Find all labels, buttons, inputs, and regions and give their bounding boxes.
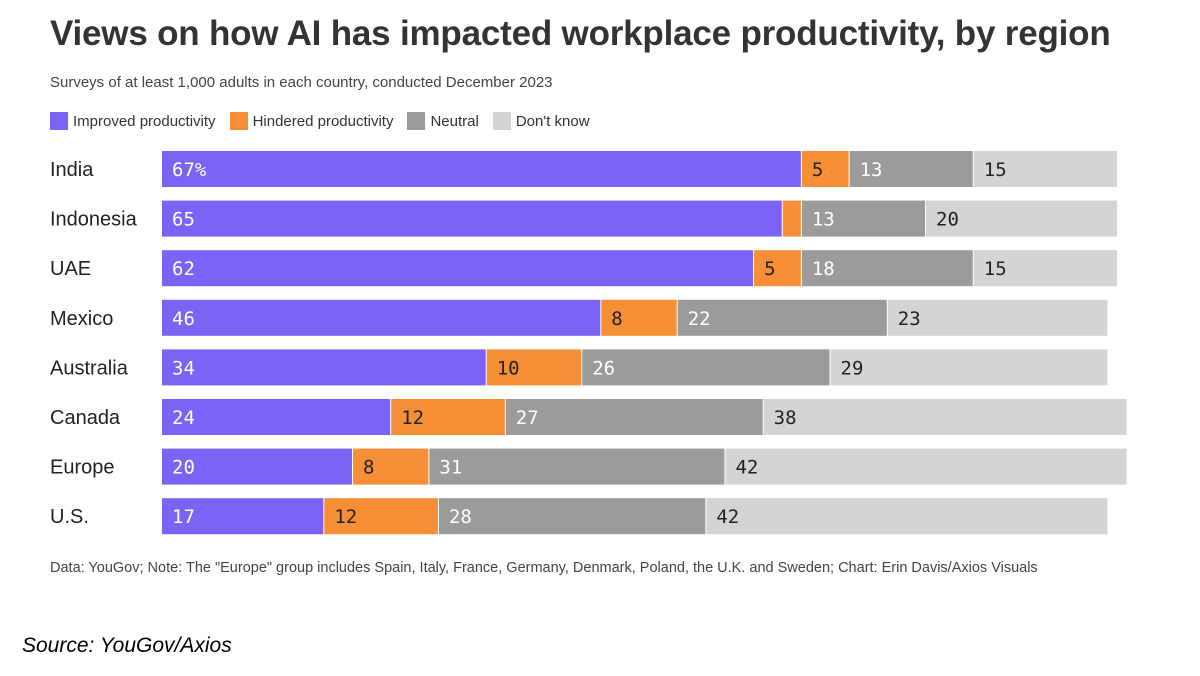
value-label-europe-series-2: 31 — [439, 457, 462, 479]
bar-mexico-series-1 — [601, 299, 677, 336]
legend-swatch-dont-know — [492, 112, 511, 130]
category-label-europe: Europe — [50, 457, 115, 479]
chart-footnote: Data: YouGov; Note: The "Europe" group i… — [50, 560, 1038, 576]
category-label-india: India — [50, 159, 94, 181]
bar-indonesia-series-1 — [782, 200, 801, 237]
bar-mexico-series-2 — [677, 299, 887, 336]
value-label-europe-series-3: 42 — [735, 457, 758, 479]
value-label-australia-series-2: 26 — [592, 357, 615, 379]
legend-label-dont-know: Don't know — [515, 112, 590, 130]
value-label-europe-series-0: 20 — [172, 457, 195, 479]
value-label-u-s-series-2: 28 — [449, 506, 472, 528]
bar-australia-series-3 — [830, 349, 1108, 386]
bar-u-s-series-2 — [438, 498, 706, 535]
bar-australia-series-2 — [582, 349, 830, 386]
bar-europe-series-3 — [725, 448, 1127, 485]
value-label-indonesia-series-2: 13 — [812, 209, 835, 231]
category-label-uae: UAE — [50, 258, 91, 280]
bar-australia-series-1 — [486, 349, 582, 386]
bar-europe-series-2 — [429, 448, 725, 485]
legend-swatch-hindered — [229, 112, 248, 130]
category-label-mexico: Mexico — [50, 308, 113, 330]
category-label-indonesia: Indonesia — [50, 209, 138, 231]
bar-india-series-3 — [973, 151, 1117, 187]
bar-europe-series-1 — [353, 448, 429, 485]
value-label-uae-series-1: 5 — [764, 258, 775, 280]
bar-canada-series-3 — [763, 399, 1127, 435]
value-label-europe-series-1: 8 — [363, 457, 374, 479]
value-label-india-series-0: 67% — [172, 159, 207, 181]
bar-indonesia-series-0 — [162, 200, 782, 237]
bar-canada-series-2 — [505, 399, 763, 435]
bar-uae-series-2 — [801, 250, 973, 287]
source-caption: Source: YouGov/Axios — [22, 634, 232, 657]
value-label-u-s-series-3: 42 — [716, 506, 739, 528]
value-label-u-s-series-1: 12 — [334, 506, 357, 528]
legend-item-hindered: Hindered productivity — [229, 112, 394, 130]
value-label-india-series-2: 13 — [860, 159, 883, 181]
category-label-canada: Canada — [50, 407, 121, 429]
value-label-mexico-series-3: 23 — [898, 308, 921, 330]
bar-indonesia-series-3 — [926, 200, 1117, 237]
value-label-mexico-series-2: 22 — [688, 308, 711, 330]
bar-canada-series-1 — [391, 399, 505, 435]
bar-uae-series-0 — [162, 250, 754, 287]
bar-u-s-series-3 — [706, 498, 1108, 535]
bar-mexico-series-0 — [162, 299, 601, 336]
bar-mexico-series-3 — [887, 299, 1108, 336]
legend-item-neutral: Neutral — [407, 112, 479, 130]
value-label-india-series-1: 5 — [812, 159, 823, 181]
value-label-canada-series-1: 12 — [401, 407, 424, 429]
value-label-india-series-3: 15 — [984, 159, 1007, 181]
value-label-canada-series-3: 38 — [774, 407, 797, 429]
value-label-australia-series-3: 29 — [841, 357, 864, 379]
category-label-australia: Australia — [50, 357, 129, 379]
legend-item-improved: Improved productivity — [50, 112, 216, 130]
stacked-bar-chart: India 67% 5 13 15 Indonesia 65 13 20 UAE 62 5 18 15 Me… — [50, 151, 1127, 535]
value-label-canada-series-0: 24 — [172, 407, 195, 429]
bar-u-s-series-0 — [162, 498, 324, 535]
bar-canada-series-0 — [162, 399, 391, 435]
bar-europe-series-0 — [162, 448, 352, 485]
value-label-australia-series-1: 10 — [497, 357, 520, 379]
value-label-uae-series-3: 15 — [984, 258, 1007, 280]
legend-label-improved: Improved productivity — [73, 112, 216, 130]
bar-india-series-0 — [162, 151, 801, 187]
chart-title: Views on how AI has impacted workplace p… — [50, 14, 1111, 53]
chart-subtitle: Surveys of at least 1,000 adults in each… — [50, 74, 553, 91]
value-label-indonesia-series-0: 65 — [172, 209, 195, 231]
bar-india-series-2 — [849, 151, 973, 187]
category-label-u-s: U.S. — [50, 506, 89, 528]
bar-india-series-1 — [801, 151, 849, 187]
value-label-uae-series-0: 62 — [172, 258, 195, 280]
legend-swatch-improved — [50, 112, 68, 130]
bar-indonesia-series-2 — [801, 200, 925, 237]
value-label-mexico-series-0: 46 — [172, 308, 195, 330]
bar-u-s-series-1 — [324, 498, 438, 535]
value-label-u-s-series-0: 17 — [172, 506, 195, 528]
legend-swatch-neutral — [407, 112, 426, 130]
chart-legend: Improved productivity Hindered productiv… — [50, 112, 604, 130]
bar-uae-series-3 — [973, 250, 1117, 287]
value-label-australia-series-0: 34 — [172, 357, 195, 379]
value-label-canada-series-2: 27 — [516, 407, 539, 429]
legend-item-dont-know: Don't know — [492, 112, 590, 130]
value-label-indonesia-series-3: 20 — [936, 209, 959, 231]
bar-australia-series-0 — [162, 349, 486, 386]
value-label-uae-series-2: 18 — [812, 258, 835, 280]
value-label-mexico-series-1: 8 — [611, 308, 622, 330]
legend-label-neutral: Neutral — [430, 112, 479, 130]
legend-label-hindered: Hindered productivity — [252, 112, 394, 130]
bar-uae-series-1 — [754, 250, 801, 287]
